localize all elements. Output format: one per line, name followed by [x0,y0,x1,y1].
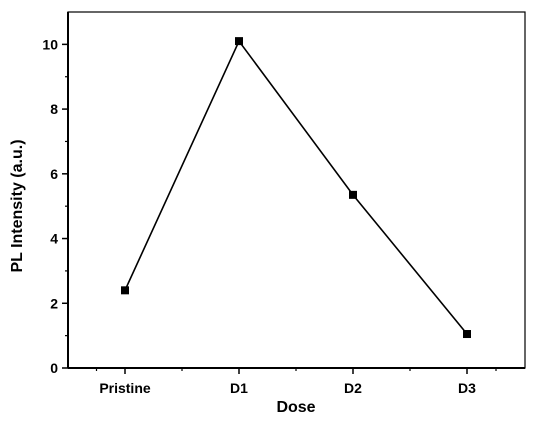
x-tick-label: D2 [344,380,362,396]
y-tick-label: 6 [50,166,58,182]
y-tick-label: 0 [50,360,58,376]
y-tick-label: 8 [50,101,58,117]
x-tick-label: D3 [458,380,476,396]
y-tick-label: 10 [42,36,58,52]
data-point [121,286,129,295]
series-line [121,37,471,339]
x-axis-ticks: Pristine D1 D2 D3 [95,368,497,396]
data-point [463,330,471,339]
series-line-path [124,39,468,335]
x-axis-title: Dose [276,399,315,416]
y-tick-label: 2 [50,295,58,311]
y-tick-label: 4 [50,231,58,247]
x-tick-label: D1 [230,380,248,396]
data-point [349,190,357,199]
y-axis-title: PL Intensity (a.u.) [9,139,26,272]
axes [67,11,526,369]
y-axis-ticks: 0 2 4 6 8 10 [42,36,68,376]
data-point [235,37,243,46]
plot-frame [67,11,526,369]
x-tick-label: Pristine [99,380,151,396]
